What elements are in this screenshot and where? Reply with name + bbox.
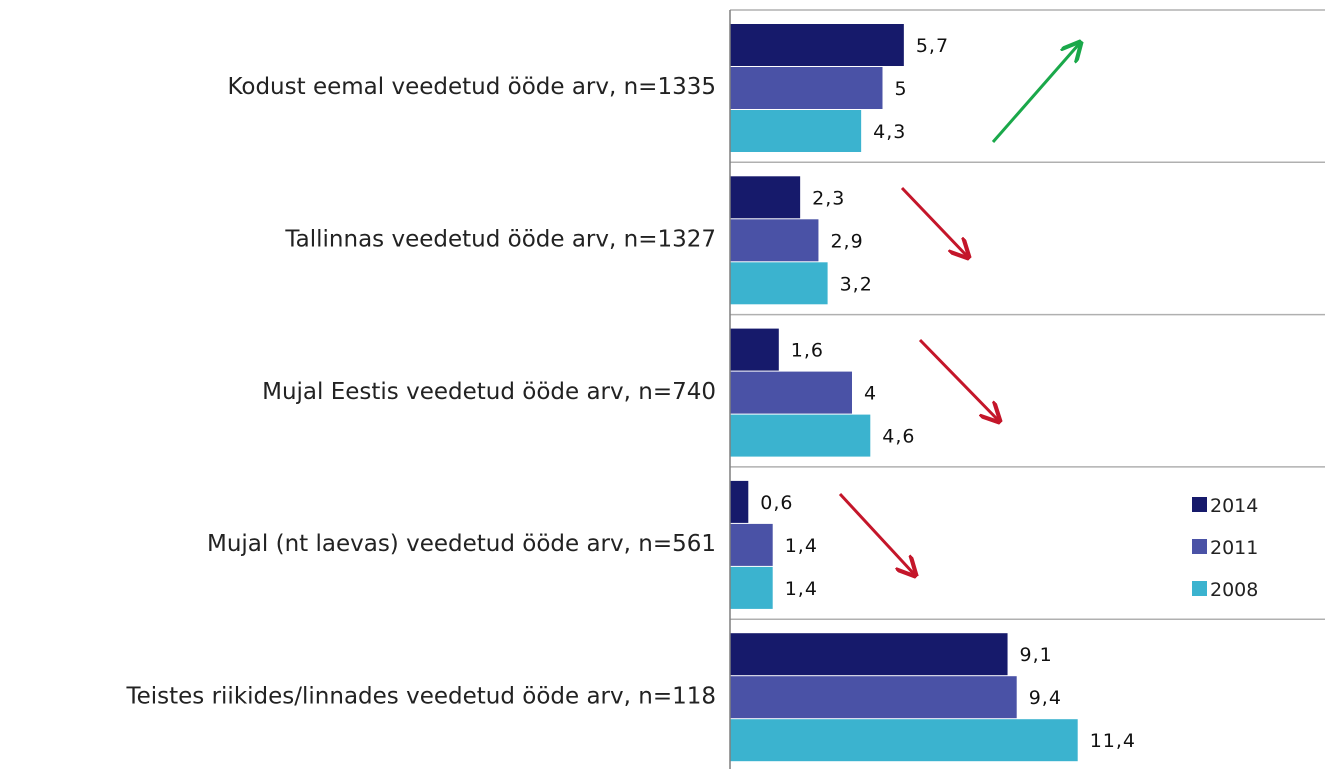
trend-down-arrow-icon [918,338,998,420]
bar-2014 [730,176,801,219]
data-label: 1,4 [785,535,818,557]
trend-up-arrow-icon [991,44,1079,143]
data-label: 5 [895,78,908,100]
data-label: 4 [864,383,877,405]
legend-swatch-2011 [1192,539,1207,554]
bar-2008 [730,719,1078,762]
data-label: 5,7 [916,35,949,57]
data-label: 11,4 [1090,730,1136,752]
bar-2008 [730,566,773,609]
category-label: Mujal Eestis veedetud ööde arv, n=740 [262,379,716,405]
bar-2008 [730,110,862,152]
bar-2008 [730,262,828,305]
data-label: 9,4 [1029,687,1062,709]
data-label: 1,4 [785,578,818,600]
data-label: 2,9 [830,230,863,252]
legend-label-2008: 2008 [1210,579,1258,601]
category-label: Teistes riikides/linnades veedetud ööde … [125,683,716,709]
legend-swatch-2014 [1192,497,1207,512]
data-label: 4,3 [873,121,906,143]
category-label: Mujal (nt laevas) veedetud ööde arv, n=5… [207,531,716,557]
bar-2014 [730,480,749,523]
data-label: 3,2 [840,273,873,295]
bar-2011 [730,219,819,262]
data-label: 1,6 [791,340,824,362]
bar-2014 [730,328,779,371]
legend-label-2011: 2011 [1210,537,1258,559]
trend-down-arrow-icon [900,186,967,256]
category-label: Kodust eemal veedetud ööde arv, n=1335 [227,74,716,100]
bar-2011 [730,67,883,109]
legend-swatch-2008 [1192,581,1207,596]
category-label: Tallinnas veedetud ööde arv, n=1327 [284,226,716,252]
bar-2014 [730,24,904,66]
legend-label-2014: 2014 [1210,495,1258,517]
trend-down-arrow-icon [838,492,914,574]
data-label: 4,6 [882,426,915,448]
data-label: 9,1 [1020,644,1053,666]
bar-2011 [730,523,773,566]
bar-2011 [730,371,852,414]
bar-2014 [730,633,1008,676]
bar-2008 [730,414,871,457]
data-label: 2,3 [812,187,845,209]
bar-2011 [730,676,1017,719]
data-label: 0,6 [760,492,793,514]
